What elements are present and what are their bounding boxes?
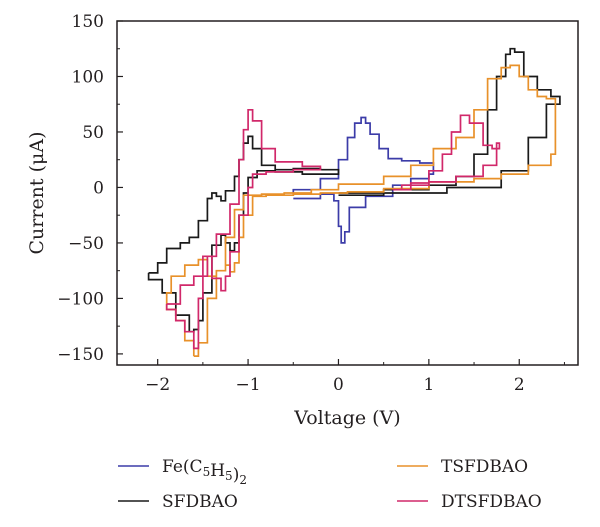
legend-label-fe-c5h5-2: Fe(C5H5)2 — [162, 457, 247, 487]
legend-entry: TSFDBAO — [397, 457, 528, 477]
y-tick-label: −50 — [68, 234, 104, 254]
series-line — [165, 108, 322, 350]
x-tick-label: 0 — [333, 375, 344, 395]
y-tick-label: 0 — [93, 178, 104, 198]
y-tick-label: 100 — [72, 67, 104, 87]
y-tick-label: 150 — [72, 12, 104, 32]
x-axis-label: Voltage (V) — [293, 407, 400, 429]
legend-label-tsfdbao: TSFDBAO — [441, 457, 528, 477]
series-dtsfdbao — [165, 108, 501, 350]
legend-entry: SFDBAO — [118, 492, 238, 512]
legend-label-sfdbao: SFDBAO — [162, 492, 238, 512]
x-tick-label: 1 — [423, 375, 434, 395]
x-tick-label: −2 — [145, 375, 170, 395]
legend-entry: Fe(C5H5)2 — [118, 457, 247, 487]
plot-area: −2 −1 0 1 2 −150 −100 −50 0 50 100 150 — [57, 12, 579, 395]
series-line — [338, 47, 561, 197]
series-fe-c5h5-2 — [292, 116, 435, 244]
series-sfdbao — [147, 47, 561, 333]
y-tick-label: 50 — [82, 123, 104, 143]
legend-entry: DTSFDBAO — [397, 492, 542, 512]
x-tick-label: −1 — [236, 375, 261, 395]
y-tick-label: −100 — [57, 289, 104, 309]
legend: Fe(C5H5)2 SFDBAO TSFDBAO DTSFDBAO — [118, 457, 542, 512]
series-line — [292, 116, 435, 244]
y-axis-label: Current (μA) — [26, 132, 48, 255]
series-layer — [147, 47, 561, 357]
plot-frame — [116, 20, 579, 366]
series-line — [392, 114, 501, 191]
x-axis-ticks: −2 −1 0 1 2 — [145, 359, 565, 395]
y-tick-label: −150 — [57, 345, 104, 365]
legend-label-dtsfdbao: DTSFDBAO — [441, 492, 542, 512]
y-axis-ticks: −150 −100 −50 0 50 100 150 — [57, 12, 123, 365]
x-tick-label: 2 — [514, 375, 525, 395]
